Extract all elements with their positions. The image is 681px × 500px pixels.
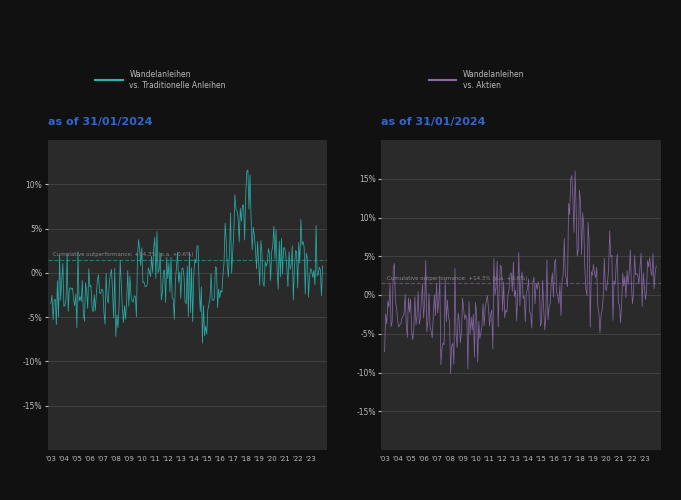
Text: Cumulative outperformance: +14.3% (p.a. +0.6%): Cumulative outperformance: +14.3% (p.a. …	[387, 276, 527, 281]
Text: Wandelanleihen
vs. Traditionelle Anleihen: Wandelanleihen vs. Traditionelle Anleihe…	[129, 70, 226, 90]
Text: Cumulative outperformance: +14.3% (p.a. +0.6%): Cumulative outperformance: +14.3% (p.a. …	[53, 252, 193, 257]
Text: as of 31/01/2024: as of 31/01/2024	[381, 118, 486, 128]
Text: Wandelanleihen
vs. Aktien: Wandelanleihen vs. Aktien	[463, 70, 524, 90]
Text: as of 31/01/2024: as of 31/01/2024	[48, 118, 152, 128]
